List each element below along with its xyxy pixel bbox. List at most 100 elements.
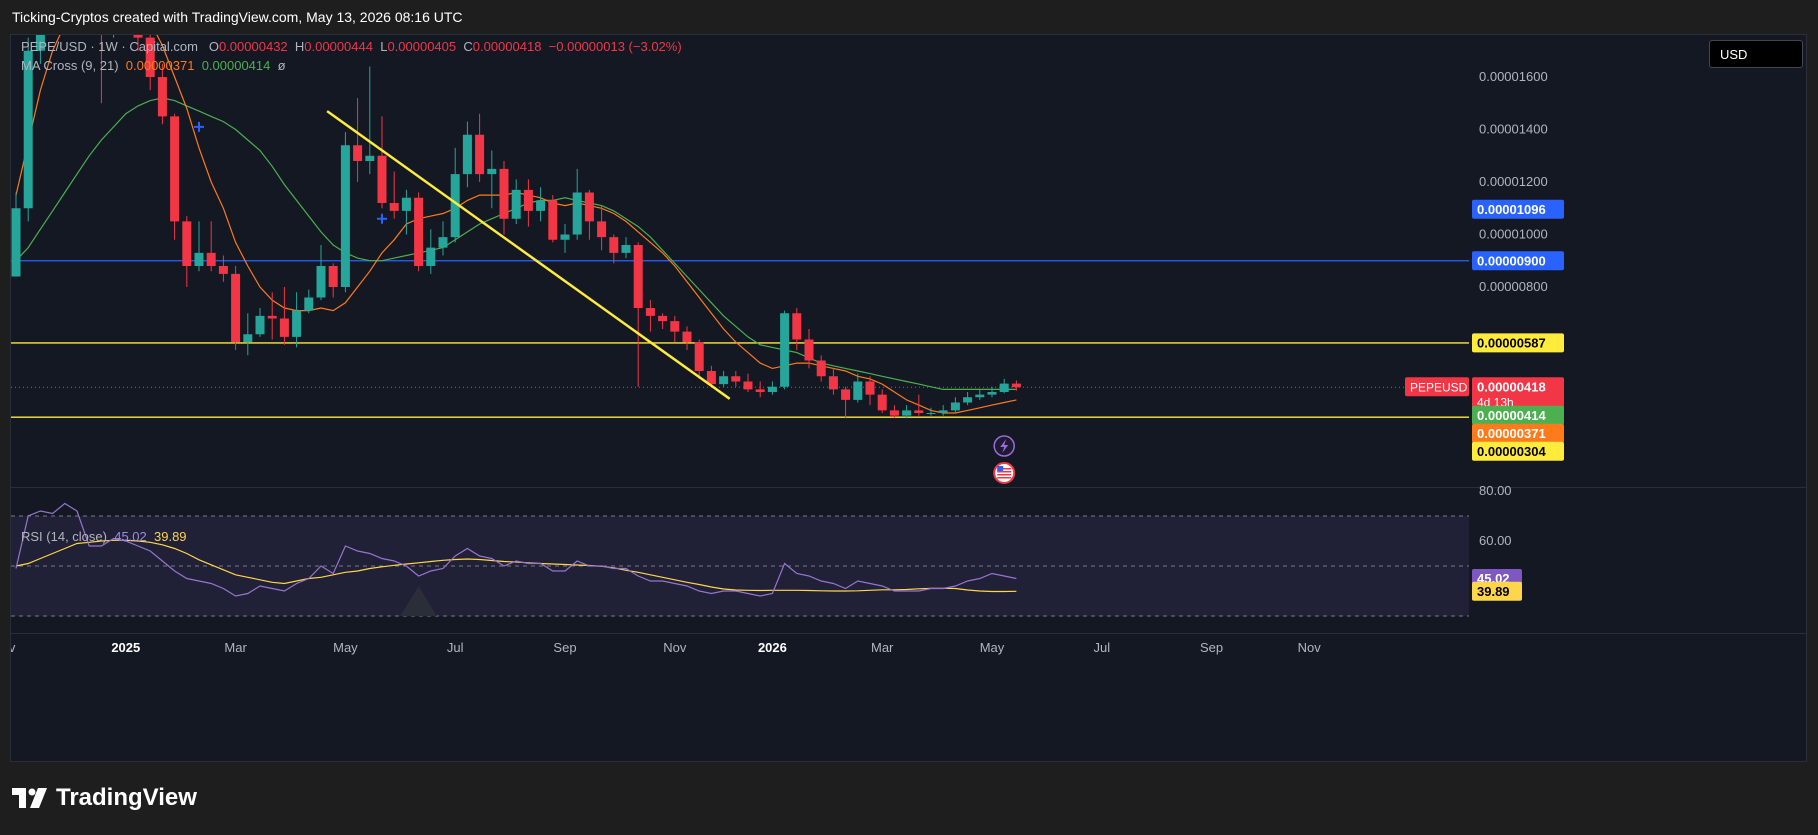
candle-body <box>975 394 985 398</box>
price-tick-label: 0.00001200 <box>1479 174 1548 189</box>
candle <box>157 63 167 125</box>
candle-body <box>401 197 411 211</box>
candle <box>438 221 448 256</box>
candle <box>780 310 790 390</box>
candle-body <box>621 245 631 253</box>
candle-body <box>597 221 607 238</box>
chart-frame[interactable]: 0.00001600 0.00001400 0.00001200 0.00001000… <box>10 34 1807 762</box>
candle-body <box>255 315 265 335</box>
candle <box>316 245 326 301</box>
candle <box>328 263 338 298</box>
candle-body <box>353 145 363 161</box>
candle-body <box>963 397 973 403</box>
rsi-pane <box>11 502 1469 617</box>
rsi-legend[interactable]: RSI (14, close) 45.02 39.89 <box>21 529 187 544</box>
rsi-title: RSI (14, close) <box>21 529 107 544</box>
candle <box>914 394 924 416</box>
price-axis-label-bg <box>1472 423 1564 443</box>
change-value: −0.00000013 (−3.02%) <box>548 39 682 54</box>
price-axis-label-bg <box>1472 441 1564 461</box>
us-flag-event-icon <box>993 462 1016 484</box>
close-label: C <box>463 39 473 54</box>
candle-body <box>133 35 143 38</box>
ma-slow-value: 0.00000414 <box>201 58 271 73</box>
candle <box>100 35 102 104</box>
candle-body <box>328 266 338 287</box>
candle <box>462 121 472 188</box>
candle <box>389 171 399 219</box>
rsi-ma-value: 39.89 <box>154 529 187 544</box>
candle-body <box>145 37 155 77</box>
candle <box>987 386 997 398</box>
candle <box>243 313 253 356</box>
ma-slow-line <box>15 97 1017 390</box>
candle-body <box>11 208 21 277</box>
candle-body <box>999 383 1009 392</box>
candle <box>145 35 155 91</box>
candle-body <box>414 197 424 266</box>
price-axis-label: 0.00001096 <box>1477 202 1546 217</box>
currency-selector[interactable]: USD <box>1709 40 1803 68</box>
candle <box>609 234 619 264</box>
candle <box>499 161 509 235</box>
candle-body <box>182 221 192 266</box>
time-tick-label: Mar <box>871 640 894 655</box>
close-value: 0.00000418 <box>472 39 542 54</box>
brand[interactable]: TradingView <box>12 782 197 814</box>
candle-body <box>792 313 802 340</box>
price-tick-label: 0.00001600 <box>1479 69 1548 84</box>
candle-body <box>828 376 838 390</box>
main-pane <box>11 35 1469 484</box>
candle-body <box>304 297 314 311</box>
candle-body <box>633 245 643 308</box>
candle <box>792 308 802 350</box>
ma-legend[interactable]: MA Cross (9, 21) 0.00000371 0.00000414 ø <box>21 58 286 73</box>
candle-body <box>743 381 753 390</box>
candle <box>255 308 265 337</box>
candle-body <box>755 389 765 392</box>
rsi-shaded-area <box>400 586 437 616</box>
candle <box>889 405 899 419</box>
rsi-axis-label-bg <box>1472 581 1522 601</box>
time-tick-label: Jul <box>447 640 464 655</box>
time-tick-label: 2026 <box>758 640 787 655</box>
rsi-tick-label: 80.00 <box>1479 483 1512 498</box>
candle <box>487 150 497 209</box>
candle <box>340 132 350 293</box>
time-tick-label: May <box>333 640 358 655</box>
candle-body <box>658 315 668 322</box>
candle-body <box>731 376 741 382</box>
rsi-axis-label: 39.89 <box>1477 584 1510 599</box>
candle <box>682 326 692 350</box>
low-value: 0.00000405 <box>387 39 457 54</box>
candle <box>548 195 558 243</box>
candle <box>267 292 277 340</box>
candle-body <box>267 315 277 319</box>
candle <box>731 371 741 387</box>
candle <box>621 237 631 259</box>
candle-body <box>499 168 509 219</box>
candle-body <box>316 266 326 298</box>
tradingview-logo-icon <box>12 788 47 808</box>
price-chart[interactable]: 0.00001600 0.00001400 0.00001200 0.00001000… <box>11 35 1806 761</box>
candle <box>133 35 143 51</box>
candle-body <box>926 413 936 414</box>
candle-body <box>694 342 704 371</box>
cross-marker-icon <box>194 121 204 132</box>
candle <box>975 389 985 400</box>
brand-name: TradingView <box>56 784 197 811</box>
candle-body <box>438 237 448 248</box>
candle <box>853 373 863 403</box>
candle-body <box>706 371 716 385</box>
candle <box>572 168 582 240</box>
candle-body <box>950 402 960 411</box>
price-axis-label-bg <box>1472 199 1564 219</box>
candle <box>353 98 363 182</box>
candle-body <box>816 360 826 377</box>
candle <box>523 179 533 227</box>
candle <box>719 371 729 387</box>
candle <box>231 266 241 350</box>
price-axis-label: 0.00000418 <box>1477 379 1546 394</box>
candle <box>35 35 45 64</box>
low-label: L <box>380 39 388 54</box>
